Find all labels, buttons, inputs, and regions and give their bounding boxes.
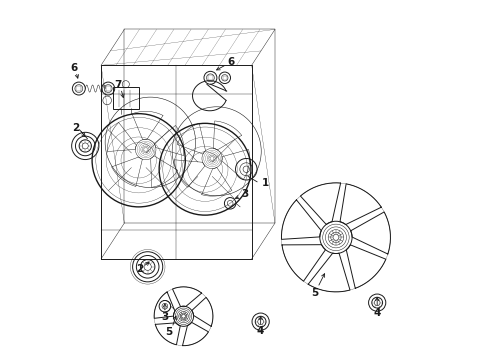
- Text: 6: 6: [70, 63, 78, 73]
- Text: 1: 1: [261, 178, 268, 188]
- Text: 3: 3: [241, 189, 247, 199]
- Text: 2: 2: [136, 264, 143, 274]
- Text: 6: 6: [227, 57, 234, 67]
- Text: 4: 4: [373, 308, 380, 318]
- Text: 4: 4: [256, 326, 264, 336]
- Text: 2: 2: [72, 123, 80, 133]
- Text: 5: 5: [310, 288, 317, 298]
- Text: 3: 3: [161, 312, 168, 322]
- Text: 5: 5: [165, 327, 172, 337]
- Text: 7: 7: [114, 80, 122, 90]
